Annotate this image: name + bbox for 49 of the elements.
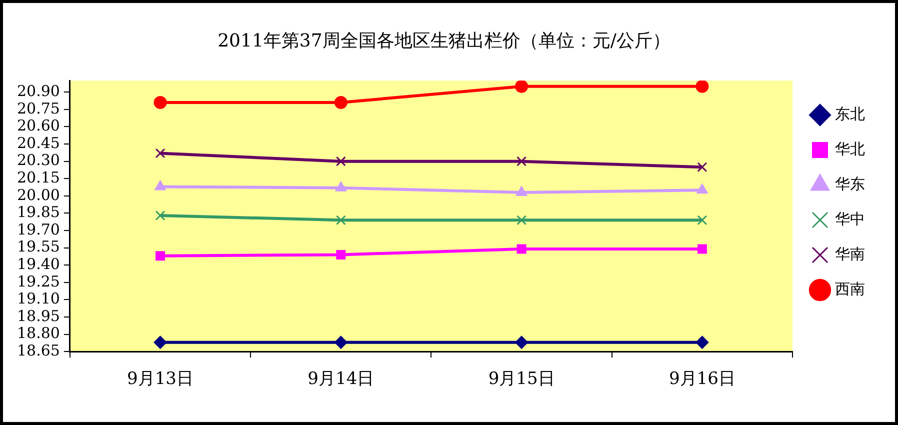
- legend-label: 华北: [835, 140, 865, 158]
- x-tick-label: 9月13日: [127, 369, 194, 390]
- point: [154, 336, 167, 349]
- y-tick-label: 19.85: [16, 203, 60, 222]
- point: [697, 215, 708, 226]
- point: [336, 250, 346, 260]
- y-tick-label: 18.80: [16, 324, 60, 342]
- x-tick-label: 9月16日: [668, 369, 736, 390]
- y-tick-label: 20.00: [16, 186, 60, 204]
- point: [334, 336, 348, 349]
- y-tick-label: 19.25: [16, 272, 60, 290]
- point: [697, 244, 707, 254]
- legend-label: 华中: [835, 210, 865, 228]
- legend-label: 华东: [835, 174, 865, 193]
- point: [154, 96, 167, 110]
- y-tick-label: 20.60: [16, 116, 60, 135]
- point: [516, 215, 527, 226]
- point: [696, 336, 709, 349]
- y-tick-label: 18.95: [16, 306, 60, 325]
- legend-label: 华南: [835, 244, 865, 263]
- point: [696, 184, 708, 194]
- point: [155, 148, 166, 158]
- y-tick-label: 19.55: [16, 238, 60, 256]
- y-tick-label: 19.10: [16, 290, 60, 308]
- y-tick-label: 19.40: [16, 255, 60, 273]
- legend-label: 西南: [835, 280, 865, 298]
- y-tick-label: 19.70: [16, 220, 60, 238]
- point: [515, 80, 528, 93]
- y-tick-label: 20.90: [16, 82, 60, 100]
- legend-label: 东北: [835, 104, 865, 123]
- point: [154, 180, 166, 190]
- point: [697, 162, 708, 172]
- y-tick-label: 20.15: [16, 168, 60, 187]
- point: [155, 210, 166, 221]
- x-tick-label: 9月15日: [488, 369, 555, 390]
- x-tick-label: 9月14日: [308, 369, 374, 390]
- point: [516, 156, 527, 166]
- point: [515, 336, 528, 349]
- point: [696, 80, 709, 93]
- chart-title: 2011年第37周全国各地区生猪出栏价（单位：元/公斤）: [218, 30, 670, 52]
- point: [334, 96, 348, 110]
- point: [516, 244, 526, 254]
- y-tick-label: 20.45: [16, 134, 60, 152]
- y-tick-label: 20.75: [16, 99, 60, 118]
- y-tick-label: 18.65: [16, 341, 60, 360]
- point: [336, 215, 346, 226]
- point: [336, 156, 346, 166]
- y-tick-label: 20.30: [16, 151, 60, 170]
- point: [156, 251, 166, 261]
